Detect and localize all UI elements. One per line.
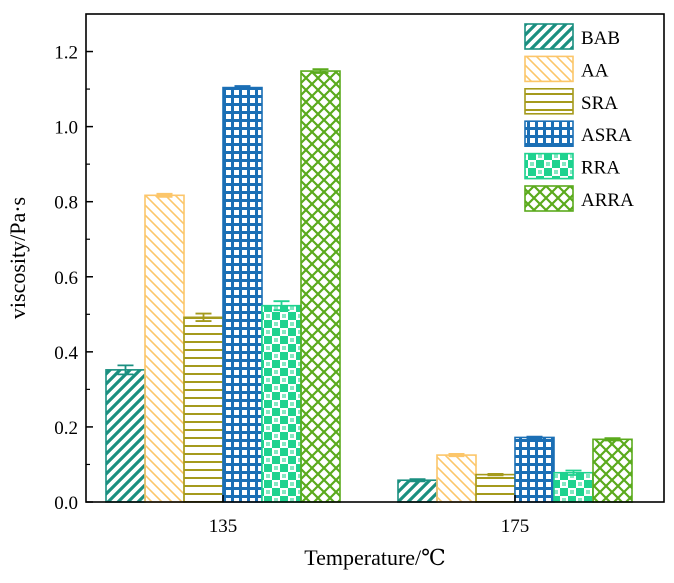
y-tick-label: 0.6 [54, 268, 78, 289]
x-axis-title: Temperature/℃ [304, 545, 446, 570]
bar-arra-175 [592, 438, 633, 503]
legend-label-aa: AA [581, 60, 609, 81]
bar-bab-135 [105, 369, 146, 503]
bar-sra-175 [475, 473, 516, 503]
legend-swatch-sra [524, 88, 574, 115]
legend-label-rra: RRA [581, 158, 620, 179]
legend-swatch-rra [524, 152, 574, 180]
y-tick-label: 0.4 [54, 343, 78, 364]
bar-bab-175 [397, 479, 438, 503]
legend-label-asra: ASRA [581, 125, 632, 146]
error-bar-sra-135 [195, 312, 212, 322]
bar-aa-175 [436, 454, 477, 503]
error-bar-sra-175 [487, 472, 504, 477]
legend-swatch-arra [524, 185, 574, 212]
legend-swatch-asra [524, 120, 574, 147]
bar-sra-135 [183, 316, 224, 503]
legend-label-bab: BAB [581, 28, 620, 49]
legend-label-arra: ARRA [581, 190, 634, 211]
error-bar-asra-175 [526, 435, 543, 440]
error-bar-rra-135 [273, 300, 290, 312]
error-bar-rra-175 [565, 469, 582, 476]
legend-label-sra: SRA [581, 93, 618, 114]
plot-layer [105, 68, 633, 503]
y-tick-label: 0.0 [54, 493, 78, 514]
bar-arra-135 [300, 70, 341, 503]
error-bar-arra-175 [604, 437, 621, 442]
legend-swatch-bab [524, 23, 574, 50]
bar-asra-175 [514, 436, 555, 503]
axis-layer: 0.0 0.2 0.4 0.6 0.8 1.0 1.2 135 175 [54, 43, 529, 537]
plot-frame [85, 13, 665, 503]
y-tick-label: 1.2 [54, 43, 78, 64]
error-bar-bab-175 [409, 478, 426, 483]
legend-swatch-aa [524, 55, 574, 83]
legend: BAB AA SRA ASRA RRA ARRA [524, 23, 634, 212]
y-tick-label: 1.0 [54, 118, 78, 139]
error-bar-asra-135 [234, 85, 251, 90]
y-tick-label: 0.8 [54, 193, 78, 214]
bar-rra-175 [553, 471, 594, 503]
x-tick-label-175: 175 [501, 516, 530, 537]
y-tick-label: 0.2 [54, 418, 78, 439]
error-bar-aa-175 [448, 453, 465, 458]
error-bar-bab-135 [117, 364, 134, 376]
error-bar-aa-135 [156, 192, 173, 198]
bar-asra-135 [222, 86, 263, 503]
bar-aa-135 [144, 194, 185, 503]
error-bar-arra-135 [312, 68, 329, 74]
y-axis-title: viscosity/Pa·s [5, 197, 30, 319]
x-tick-label-135: 135 [209, 516, 238, 537]
bar-rra-135 [261, 304, 302, 503]
